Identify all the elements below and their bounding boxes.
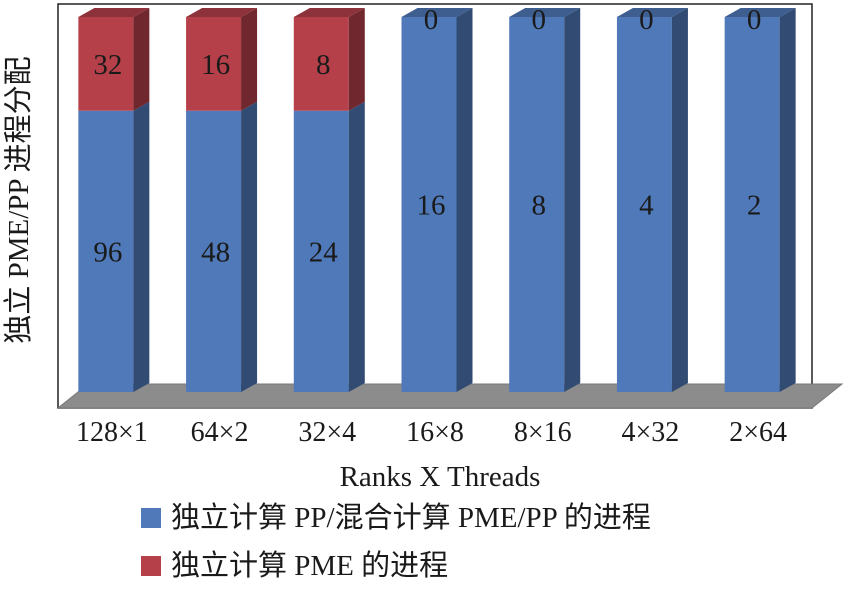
bar-front bbox=[78, 110, 134, 392]
x-axis-title: Ranks X Threads bbox=[340, 461, 541, 493]
bar-segment-pp-4 bbox=[401, 8, 473, 392]
data-label-pme-7: 0 bbox=[747, 4, 762, 36]
x-tick-label: 2×64 bbox=[729, 417, 787, 448]
x-tick-label: 128×1 bbox=[76, 417, 148, 448]
bar-top bbox=[509, 8, 581, 17]
bar-segment-pme-2 bbox=[186, 8, 258, 111]
bar-side bbox=[348, 101, 365, 392]
legend-label: 独立计算 PP/混合计算 PME/PP 的进程 bbox=[171, 501, 651, 534]
bar-side bbox=[456, 8, 473, 392]
bar-segment-pme-1 bbox=[78, 8, 150, 111]
bar-top bbox=[78, 8, 150, 17]
bar-top bbox=[186, 8, 258, 17]
bar-front bbox=[509, 17, 565, 392]
bar-segment-pp-6 bbox=[616, 8, 688, 392]
data-label-pme-6: 0 bbox=[639, 4, 654, 36]
data-label-pp-4: 16 bbox=[417, 190, 446, 222]
bar-front bbox=[401, 17, 457, 392]
legend-swatch bbox=[141, 508, 161, 528]
bar-top bbox=[401, 8, 473, 17]
data-label-pp-2: 48 bbox=[201, 236, 230, 268]
bar-front bbox=[186, 17, 242, 111]
bar-side bbox=[564, 8, 581, 392]
bar-segment-pp-5 bbox=[509, 8, 581, 392]
bar-segment-pp-1 bbox=[78, 101, 150, 392]
bar-segment-pp-3 bbox=[293, 101, 365, 392]
data-label-pme-5: 0 bbox=[531, 4, 546, 36]
data-labels-layer: 96 32 48 16 24 8 16 0 8 0 4 0 2 0 bbox=[93, 4, 761, 268]
bar-segment-pp-2 bbox=[186, 101, 258, 392]
legend-swatch bbox=[141, 556, 161, 576]
bar-side bbox=[671, 8, 688, 392]
data-label-pme-3: 8 bbox=[316, 49, 331, 81]
data-label-pp-7: 2 bbox=[747, 190, 762, 222]
x-tick-labels: 128×1 64×2 32×4 16×8 8×16 4×32 2×64 bbox=[76, 417, 787, 448]
bar-front bbox=[616, 17, 672, 392]
bar-front bbox=[724, 17, 780, 392]
data-label-pme-2: 16 bbox=[201, 49, 230, 81]
legend-item-pp: 独立计算 PP/混合计算 PME/PP 的进程 bbox=[141, 501, 651, 534]
bar-front bbox=[293, 17, 349, 111]
x-tick-label: 16×8 bbox=[406, 417, 464, 448]
bar-side bbox=[241, 101, 258, 392]
data-label-pme-4: 0 bbox=[424, 4, 439, 36]
data-label-pme-1: 32 bbox=[93, 49, 122, 81]
x-tick-label: 32×4 bbox=[298, 417, 356, 448]
bar-top bbox=[293, 8, 365, 17]
data-label-pp-3: 24 bbox=[309, 236, 339, 268]
bar-front bbox=[186, 110, 242, 392]
bar-side bbox=[241, 8, 258, 111]
bar-front bbox=[78, 17, 134, 111]
bar-segment-pme-3 bbox=[293, 8, 365, 111]
legend-label: 独立计算 PME 的进程 bbox=[171, 549, 448, 582]
x-tick-label: 64×2 bbox=[191, 417, 249, 448]
data-label-pp-5: 8 bbox=[531, 190, 546, 222]
bar-top bbox=[724, 8, 796, 17]
data-label-pp-6: 4 bbox=[639, 190, 654, 222]
bar-segment-pp-7 bbox=[724, 8, 796, 392]
bar-side bbox=[133, 101, 150, 392]
y-axis-title: 独立 PME/PP 进程分配 bbox=[2, 56, 35, 343]
bar-side bbox=[779, 8, 796, 392]
bar-top bbox=[616, 8, 688, 17]
legend-item-pme: 独立计算 PME 的进程 bbox=[141, 549, 448, 582]
bar-side bbox=[348, 8, 365, 111]
bar-front bbox=[293, 110, 349, 392]
x-tick-label: 4×32 bbox=[622, 417, 680, 448]
data-label-pp-1: 96 bbox=[93, 236, 122, 268]
bars-layer bbox=[78, 8, 796, 392]
bar-side bbox=[133, 8, 150, 111]
x-tick-label: 8×16 bbox=[514, 417, 572, 448]
